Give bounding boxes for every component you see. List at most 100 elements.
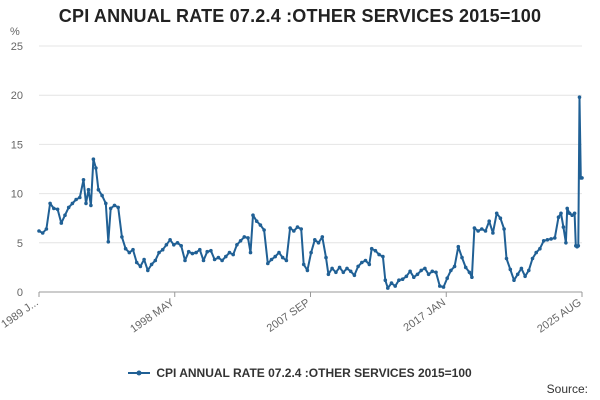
data-point[interactable]: [512, 278, 516, 283]
data-point[interactable]: [242, 235, 247, 239]
data-point[interactable]: [523, 274, 527, 279]
data-point[interactable]: [530, 256, 535, 261]
data-point[interactable]: [334, 270, 338, 275]
data-point[interactable]: [248, 250, 253, 255]
data-point[interactable]: [59, 221, 64, 225]
data-point[interactable]: [460, 255, 464, 260]
data-point[interactable]: [430, 269, 435, 274]
data-point[interactable]: [100, 193, 104, 198]
data-point[interactable]: [190, 251, 195, 256]
data-point[interactable]: [538, 246, 542, 251]
data-point[interactable]: [426, 272, 431, 277]
data-point[interactable]: [146, 268, 150, 273]
data-point[interactable]: [326, 272, 331, 277]
data-point[interactable]: [438, 284, 442, 288]
data-point[interactable]: [138, 264, 143, 269]
data-point[interactable]: [330, 266, 334, 271]
data-point[interactable]: [284, 258, 289, 263]
data-point[interactable]: [183, 258, 187, 263]
data-point[interactable]: [134, 260, 139, 265]
data-point[interactable]: [423, 266, 427, 271]
data-point[interactable]: [123, 246, 128, 251]
data-point[interactable]: [467, 270, 472, 275]
data-point[interactable]: [472, 226, 477, 230]
data-point[interactable]: [63, 213, 67, 217]
data-point[interactable]: [112, 203, 117, 208]
data-point[interactable]: [227, 250, 232, 255]
data-point[interactable]: [277, 250, 281, 255]
data-point[interactable]: [386, 286, 390, 290]
data-point[interactable]: [580, 176, 584, 180]
data-point[interactable]: [483, 229, 488, 233]
data-point[interactable]: [576, 244, 581, 248]
data-point[interactable]: [419, 268, 424, 273]
data-point[interactable]: [504, 256, 509, 261]
data-point[interactable]: [127, 250, 132, 255]
data-point[interactable]: [545, 238, 550, 242]
data-point[interactable]: [498, 216, 503, 220]
data-point[interactable]: [383, 278, 388, 283]
data-point[interactable]: [373, 248, 378, 253]
data-point[interactable]: [404, 274, 409, 279]
data-point[interactable]: [577, 95, 582, 99]
data-point[interactable]: [224, 254, 228, 259]
data-point[interactable]: [209, 248, 213, 253]
data-point[interactable]: [299, 227, 304, 231]
data-point[interactable]: [220, 258, 224, 263]
data-point[interactable]: [86, 187, 91, 192]
data-point[interactable]: [70, 201, 75, 206]
data-point[interactable]: [341, 270, 346, 275]
data-point[interactable]: [534, 250, 538, 255]
data-point[interactable]: [476, 229, 480, 233]
data-point[interactable]: [142, 257, 146, 262]
data-point[interactable]: [40, 231, 45, 235]
data-point[interactable]: [157, 250, 161, 255]
data-point[interactable]: [131, 247, 135, 252]
data-point[interactable]: [280, 255, 285, 260]
data-point[interactable]: [309, 250, 313, 255]
data-point[interactable]: [48, 201, 52, 206]
data-point[interactable]: [360, 260, 364, 265]
data-point[interactable]: [508, 267, 513, 272]
data-point[interactable]: [494, 211, 499, 216]
data-point[interactable]: [313, 238, 317, 242]
data-point[interactable]: [262, 228, 266, 232]
data-point[interactable]: [434, 270, 438, 275]
data-point[interactable]: [149, 262, 154, 267]
data-point[interactable]: [389, 281, 394, 285]
data-point[interactable]: [52, 206, 56, 211]
data-point[interactable]: [55, 207, 60, 212]
data-point[interactable]: [565, 206, 569, 211]
data-point[interactable]: [231, 252, 235, 257]
data-point[interactable]: [564, 241, 568, 245]
data-point[interactable]: [519, 266, 524, 271]
data-point[interactable]: [316, 241, 321, 245]
data-point[interactable]: [397, 278, 401, 283]
data-point[interactable]: [549, 237, 553, 241]
data-point[interactable]: [556, 215, 561, 219]
data-point[interactable]: [320, 235, 325, 239]
data-point[interactable]: [463, 265, 468, 270]
data-point[interactable]: [470, 275, 474, 280]
data-point[interactable]: [502, 227, 506, 231]
data-point[interactable]: [288, 226, 292, 230]
data-point[interactable]: [37, 229, 41, 233]
data-point[interactable]: [160, 247, 165, 252]
data-point[interactable]: [91, 157, 96, 161]
data-point[interactable]: [527, 268, 531, 273]
data-point[interactable]: [393, 284, 398, 288]
data-point[interactable]: [567, 211, 572, 216]
data-point[interactable]: [400, 277, 405, 282]
data-point[interactable]: [96, 187, 101, 192]
data-point[interactable]: [369, 246, 374, 251]
data-point[interactable]: [238, 239, 243, 243]
data-point[interactable]: [295, 225, 300, 229]
data-point[interactable]: [570, 213, 574, 217]
data-point[interactable]: [441, 285, 446, 289]
data-point[interactable]: [324, 255, 328, 260]
data-point[interactable]: [168, 238, 172, 242]
data-point[interactable]: [363, 258, 368, 263]
data-point[interactable]: [561, 225, 566, 229]
data-point[interactable]: [205, 249, 209, 254]
data-point[interactable]: [78, 195, 82, 200]
